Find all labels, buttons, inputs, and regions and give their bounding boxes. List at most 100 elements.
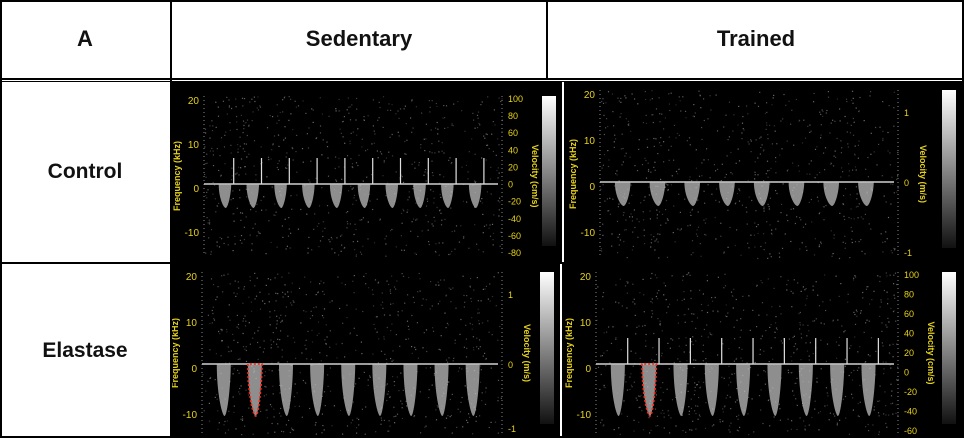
- flow-envelope: [614, 182, 631, 206]
- velocity-tick-label: 1: [508, 290, 513, 300]
- frequency-tick-label: 20: [188, 96, 200, 107]
- velocity-axis-label: Velocity (cm/s): [530, 144, 540, 207]
- noise-background: [596, 272, 900, 436]
- row-label-elastase: Elastase: [42, 339, 128, 362]
- flow-envelope: [673, 364, 688, 416]
- traced-velocity-outline: [246, 363, 263, 417]
- flow-envelope: [704, 364, 719, 416]
- frequency-axis-label: Frequency (kHz): [172, 141, 182, 211]
- velocity-tick-label: -80: [508, 248, 521, 258]
- flow-envelope: [858, 182, 874, 206]
- velocity-tick-label: -40: [904, 407, 917, 417]
- velocity-tick-label: -60: [904, 426, 917, 436]
- velocity-tick-label: -20: [508, 197, 521, 207]
- velocity-tick-label: -1: [508, 424, 516, 434]
- flow-envelope: [649, 182, 666, 206]
- velocity-tick-label: 0: [508, 360, 513, 370]
- velocity-tick-label: 20: [508, 162, 518, 172]
- flow-envelope: [329, 184, 343, 208]
- flow-envelope: [372, 364, 387, 416]
- table-right-border: [962, 0, 964, 438]
- velocity-axis-label: Velocity (m/s): [522, 324, 532, 382]
- flow-envelope: [310, 364, 325, 416]
- doppler-panel-control-trained: 20 10 0 -10 Frequency (kHz) 1 0 -1 Velocity (m/s…: [564, 82, 962, 262]
- flow-envelope: [434, 364, 449, 416]
- frequency-tick-label: 10: [186, 318, 198, 329]
- flow-envelope: [719, 182, 735, 206]
- velocity-tick-label: 1: [904, 108, 909, 118]
- frequency-tick-label: 0: [585, 364, 591, 375]
- velocity-tick-label: 80: [508, 111, 518, 121]
- flow-envelope: [468, 184, 482, 208]
- frequency-tick-label: 0: [589, 182, 595, 193]
- frequency-tick-label: 0: [193, 184, 199, 195]
- velocity-tick-label: 80: [904, 290, 914, 300]
- velocity-tick-label: 60: [508, 128, 518, 138]
- table-bottom-border: [0, 436, 964, 438]
- velocity-tick-label: 0: [508, 180, 513, 190]
- flow-envelope: [247, 364, 262, 416]
- velocity-tick-label: 20: [904, 348, 914, 358]
- frequency-tick-label: 20: [584, 90, 596, 101]
- flow-envelope: [216, 364, 231, 416]
- velocity-tick-label: -60: [508, 231, 521, 241]
- flow-envelope: [218, 184, 232, 208]
- flow-envelope: [357, 184, 371, 208]
- noise-background: [600, 90, 899, 260]
- flow-envelope: [610, 364, 625, 416]
- header-cell-a: A: [77, 26, 93, 51]
- flow-envelope: [798, 364, 813, 416]
- flow-envelope: [385, 184, 399, 208]
- table-top-border: [0, 0, 964, 2]
- flow-envelope: [753, 182, 770, 206]
- flow-envelope: [736, 364, 751, 416]
- doppler-panel-elastase-sedentary: 20 10 0 -10 Frequency (kHz) 1 0 -1 Velocity (m/s…: [172, 264, 560, 436]
- velocity-tick-label: -1: [904, 248, 912, 258]
- frequency-tick-label: -10: [581, 228, 596, 239]
- table-col-divider-2: [546, 0, 548, 80]
- frequency-axis-label: Frequency (kHz): [172, 318, 180, 388]
- flow-envelope: [465, 364, 480, 416]
- table-col-divider-1: [170, 0, 172, 438]
- noise-background: [204, 96, 503, 257]
- frequency-tick-label: 10: [584, 136, 596, 147]
- velocity-axis-label: Velocity (cm/s): [926, 321, 936, 384]
- header-cell-trained: Trained: [716, 26, 796, 51]
- velocity-tick-label: -20: [904, 387, 917, 397]
- velocity-tick-label: -40: [508, 214, 521, 224]
- flow-envelope: [341, 364, 356, 416]
- velocity-tick-label: 100: [508, 94, 523, 104]
- header-cell-sedentary: Sedentary: [305, 26, 413, 51]
- table-header-divider-2: [0, 81, 964, 82]
- flow-envelope: [830, 364, 845, 416]
- table-left-border: [0, 0, 2, 438]
- frequency-tick-label: -10: [577, 410, 592, 421]
- frequency-tick-label: 20: [580, 272, 592, 283]
- row-label-control: Control: [47, 160, 123, 183]
- velocity-tick-label: 40: [508, 145, 518, 155]
- flow-envelope: [684, 182, 701, 206]
- frequency-axis-label: Frequency (kHz): [564, 318, 574, 388]
- frequency-axis-label: Frequency (kHz): [568, 139, 578, 209]
- flow-envelope: [861, 364, 876, 416]
- flow-envelope: [788, 182, 805, 206]
- velocity-axis-label: Velocity (m/s): [918, 145, 928, 203]
- flow-envelope: [403, 364, 418, 416]
- grayscale-colorbar: [542, 96, 556, 246]
- frequency-tick-label: 20: [186, 272, 198, 283]
- flow-envelope: [302, 184, 315, 208]
- grayscale-colorbar: [942, 90, 956, 248]
- noise-background: [202, 272, 502, 436]
- flow-envelope: [823, 182, 840, 206]
- frequency-tick-label: -10: [185, 228, 200, 239]
- frequency-tick-label: 0: [191, 364, 197, 375]
- flow-envelope: [767, 364, 782, 416]
- table-row-divider: [0, 262, 964, 264]
- velocity-tick-label: 60: [904, 309, 914, 319]
- flow-envelope: [246, 184, 260, 208]
- frequency-tick-label: -10: [183, 410, 198, 421]
- velocity-tick-label: 100: [904, 270, 919, 280]
- grayscale-colorbar: [540, 272, 554, 424]
- traced-velocity-outline: [641, 363, 658, 417]
- flow-envelope: [279, 364, 293, 416]
